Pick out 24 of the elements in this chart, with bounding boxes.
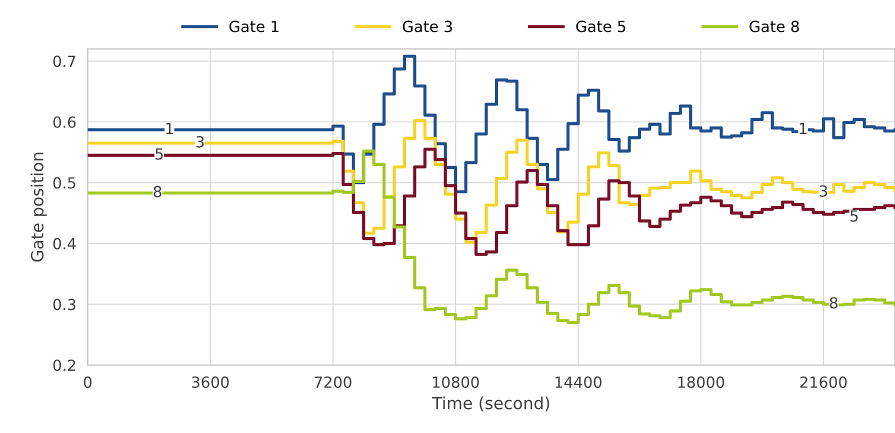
x-tick-label: 18000: [678, 376, 724, 388]
annotation: 8: [154, 186, 162, 198]
legend-label: Gate 3: [402, 20, 452, 32]
y-tick-label: 0.5: [53, 177, 76, 189]
y-tick-label: 0.6: [53, 116, 76, 128]
x-tick-label: 7200: [314, 376, 352, 388]
x-tick-label: 0: [84, 376, 92, 388]
x-tick-label: 10800: [432, 376, 479, 388]
annotation: 5: [156, 148, 163, 160]
x-tick-label: 14400: [556, 376, 602, 388]
x-tick-label: 3600: [192, 376, 229, 388]
y-tick-label: 0.2: [53, 359, 76, 372]
y-tick-label: 0.4: [53, 238, 76, 250]
annotation: 5: [850, 210, 858, 222]
legend-label: Gate 8: [750, 20, 799, 32]
y-axis-title: Gate position: [30, 152, 47, 262]
x-tick-label: 21600: [800, 376, 847, 388]
annotation: 1: [166, 122, 173, 134]
legend-label: Gate 5: [576, 20, 626, 32]
x-axis-title: Time (second): [432, 396, 550, 412]
y-tick-label: 0.3: [53, 298, 76, 310]
legend-label: Gate 1: [229, 20, 278, 32]
annotation: 3: [196, 136, 204, 148]
y-tick-label: 0.7: [53, 56, 76, 68]
